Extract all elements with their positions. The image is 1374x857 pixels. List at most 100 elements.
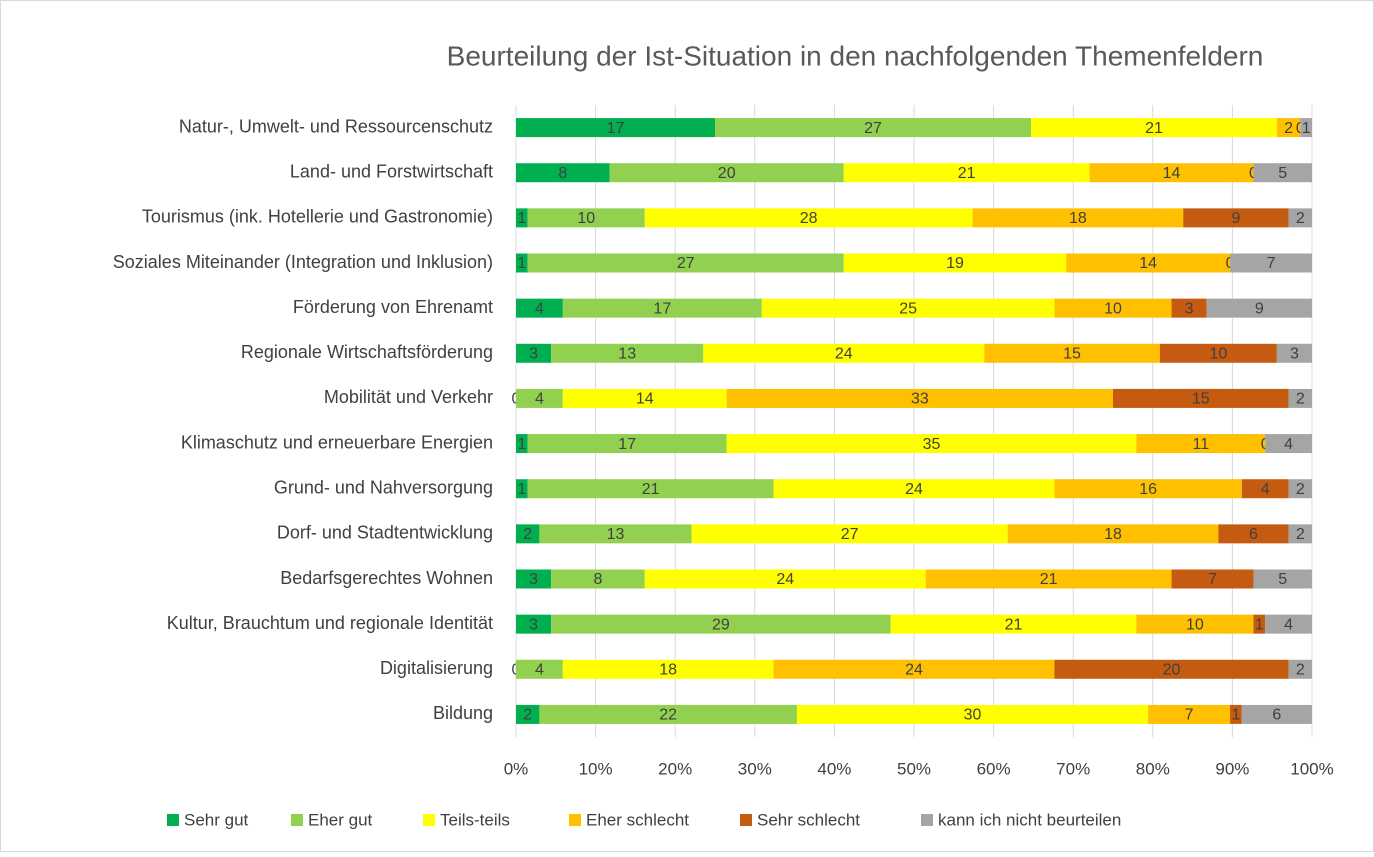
data-label: 22 — [659, 707, 677, 724]
bar-segment — [516, 569, 552, 589]
data-label: 8 — [558, 165, 567, 182]
bar-segment — [1113, 388, 1289, 408]
bar-segment — [1288, 524, 1312, 544]
data-label: 29 — [712, 616, 730, 633]
data-label: 17 — [607, 120, 625, 137]
bar-segment — [1253, 569, 1312, 589]
data-label: 24 — [905, 481, 923, 498]
bar-segment — [644, 569, 926, 589]
bar-segment — [1230, 253, 1312, 273]
x-tick-label: 50% — [897, 759, 931, 778]
bar-segment — [539, 704, 797, 724]
bar-segment — [527, 434, 727, 454]
bar-segment — [1241, 479, 1289, 499]
data-label: 2 — [523, 707, 532, 724]
bar-segment — [516, 388, 563, 408]
data-label: 2 — [1296, 526, 1305, 543]
bar-segment — [1066, 253, 1231, 273]
bar-segment — [562, 659, 774, 679]
bar-segment — [1136, 434, 1266, 454]
data-label: 18 — [1069, 210, 1087, 227]
x-tick-label: 80% — [1136, 759, 1170, 778]
bar-segment — [1276, 118, 1301, 138]
data-label: 24 — [776, 571, 794, 588]
data-label: 3 — [529, 346, 538, 363]
data-label: 1 — [517, 436, 526, 453]
chart-title: Beurteilung der Ist-Situation in den nac… — [447, 40, 1264, 71]
bar-segment — [1288, 388, 1312, 408]
bar-segment — [1031, 118, 1277, 138]
data-label: 9 — [1231, 210, 1240, 227]
bar-segment — [1300, 118, 1312, 138]
y-tick-label: Grund- und Nahversorgung — [274, 477, 493, 497]
bar-segment — [1253, 163, 1312, 183]
bar-segment — [984, 343, 1160, 363]
data-label: 18 — [1104, 526, 1122, 543]
bar-segment — [516, 253, 528, 273]
data-label: 5 — [1278, 571, 1287, 588]
data-label: 7 — [1185, 707, 1194, 724]
bar-segment — [925, 569, 1172, 589]
bar-segment — [773, 479, 1055, 499]
data-label: 16 — [1139, 481, 1157, 498]
bar-segment — [1230, 704, 1242, 724]
data-label: 4 — [1284, 616, 1293, 633]
x-tick-label: 20% — [658, 759, 692, 778]
data-label: 1 — [1255, 616, 1264, 633]
bar-segment — [527, 253, 844, 273]
bar-segment — [609, 163, 844, 183]
legend-swatch — [423, 814, 435, 826]
data-label: 6 — [1272, 707, 1281, 724]
legend-label: Teils-teils — [440, 810, 510, 829]
data-label: 17 — [653, 300, 671, 317]
bar-segment — [516, 704, 540, 724]
data-label: 7 — [1267, 255, 1276, 272]
bar-segment — [516, 659, 563, 679]
data-label: 10 — [1209, 346, 1227, 363]
data-label: 20 — [718, 165, 736, 182]
data-label: 7 — [1208, 571, 1217, 588]
y-tick-label: Kultur, Brauchtum und regionale Identitä… — [167, 613, 493, 633]
bar-segment — [1276, 343, 1312, 363]
bar-segment — [516, 208, 528, 228]
data-label: 21 — [1145, 120, 1163, 137]
bar-segment — [1288, 479, 1312, 499]
data-label: 11 — [1192, 436, 1209, 453]
y-tick-label: Natur-, Umwelt- und Ressourcenschutz — [179, 116, 493, 136]
bar-segment — [1241, 704, 1312, 724]
x-tick-label: 90% — [1215, 759, 1249, 778]
data-label: 13 — [607, 526, 625, 543]
bar-segment — [516, 434, 528, 454]
bar-segment — [1007, 524, 1219, 544]
x-tick-label: 100% — [1290, 759, 1333, 778]
legend-label: Sehr gut — [184, 810, 249, 829]
data-label: 2 — [1296, 481, 1305, 498]
data-label: 14 — [1139, 255, 1157, 272]
bar-segment — [1054, 659, 1289, 679]
legend-label: Eher schlecht — [586, 810, 689, 829]
data-label: 4 — [535, 300, 544, 317]
bar-segment — [516, 298, 563, 318]
data-label: 9 — [1255, 300, 1264, 317]
bar-segment — [715, 118, 1032, 138]
bar-segment — [516, 479, 528, 499]
bar-segment — [703, 343, 985, 363]
y-tick-label: Soziales Miteinander (Integration und In… — [113, 252, 493, 272]
y-tick-label: Klimaschutz und erneuerbare Energien — [181, 432, 493, 452]
legend-label: kann ich nicht beurteilen — [938, 810, 1121, 829]
data-label: 14 — [1163, 165, 1181, 182]
bar-segment — [1288, 659, 1312, 679]
data-label: 17 — [618, 436, 636, 453]
bar-segment — [516, 614, 552, 634]
data-label: 27 — [841, 526, 859, 543]
data-label: 30 — [964, 707, 982, 724]
bar-segment — [1218, 524, 1289, 544]
y-tick-label: Dorf- und Stadtentwicklung — [277, 523, 493, 543]
bar-segment — [1054, 298, 1172, 318]
data-label: 33 — [911, 391, 929, 408]
legend-swatch — [921, 814, 933, 826]
data-label: 15 — [1063, 346, 1081, 363]
x-tick-label: 40% — [817, 759, 851, 778]
bar-segment — [796, 704, 1149, 724]
